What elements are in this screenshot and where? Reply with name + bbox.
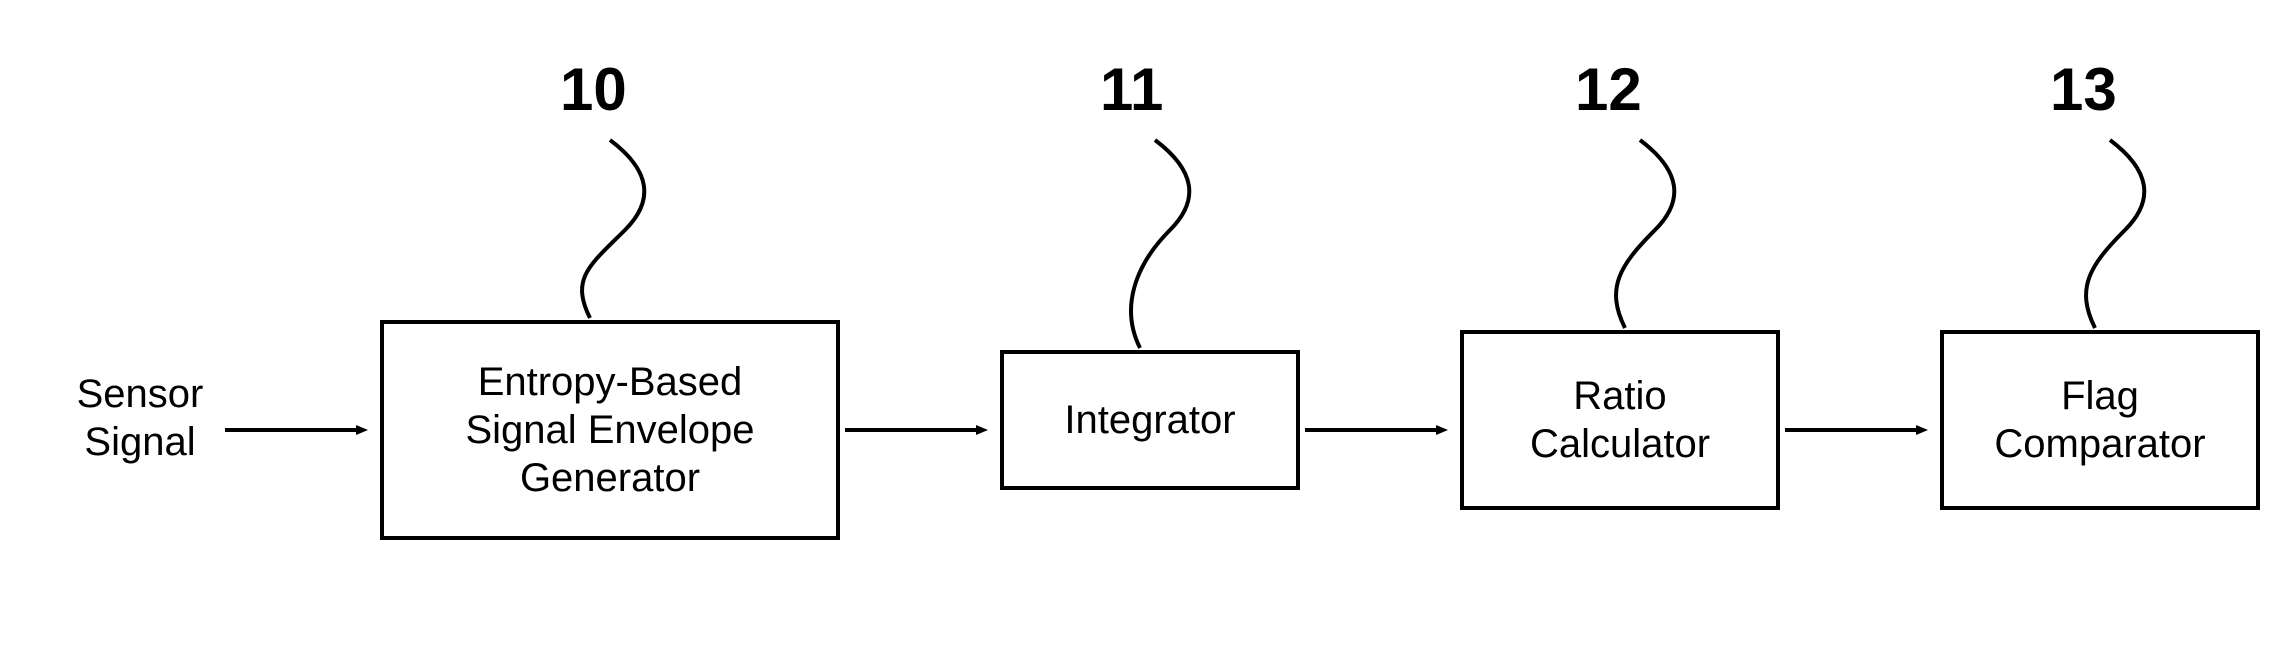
block-n13: FlagComparator: [1940, 330, 2260, 510]
block-label-n11: Integrator: [1064, 396, 1235, 444]
block-n10: Entropy-BasedSignal EnvelopeGenerator: [380, 320, 840, 540]
ref-number-10: 10: [560, 55, 627, 124]
input-signal-label: SensorSignal: [50, 370, 230, 466]
ref-number-11: 11: [1100, 55, 1163, 124]
leader-12: [1616, 140, 1674, 328]
block-label-n13: FlagComparator: [1994, 372, 2205, 468]
block-n12: RatioCalculator: [1460, 330, 1780, 510]
leader-11: [1131, 140, 1189, 348]
leader-13: [2086, 140, 2144, 328]
block-label-n12: RatioCalculator: [1530, 372, 1710, 468]
leader-10: [582, 140, 644, 318]
block-n11: Integrator: [1000, 350, 1300, 490]
ref-number-13: 13: [2050, 55, 2117, 124]
block-label-n10: Entropy-BasedSignal EnvelopeGenerator: [465, 358, 754, 502]
ref-number-12: 12: [1575, 55, 1642, 124]
